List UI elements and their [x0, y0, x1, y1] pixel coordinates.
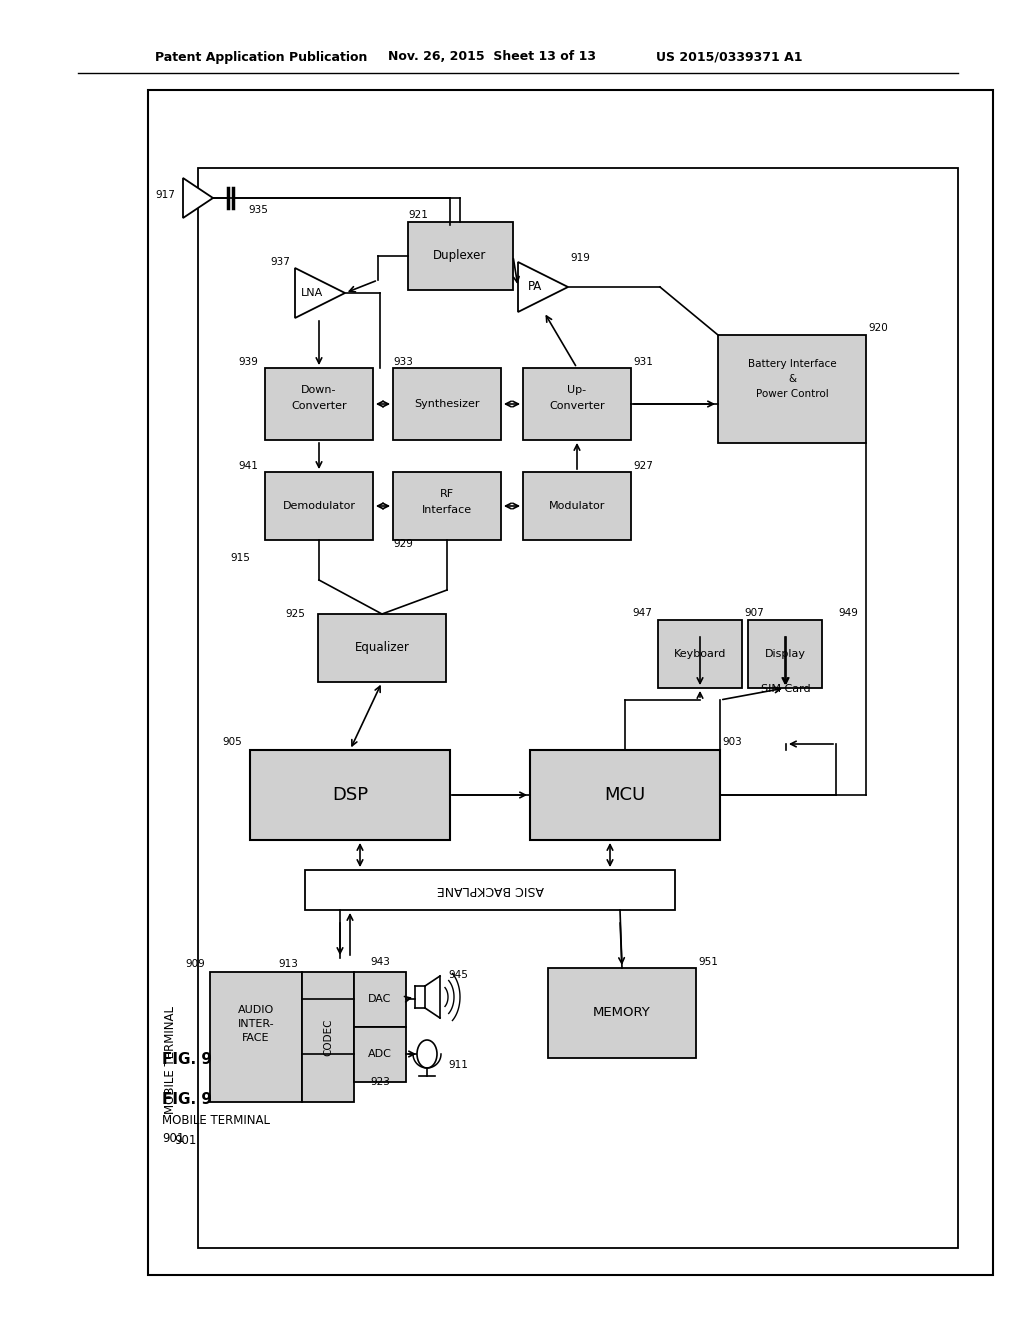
Text: CODEC: CODEC	[323, 1018, 333, 1056]
Bar	[250, 750, 450, 840]
Text: 907: 907	[744, 609, 764, 618]
Text: 929: 929	[393, 539, 413, 549]
Bar	[302, 972, 354, 1102]
Text: Nov. 26, 2015  Sheet 13 of 13: Nov. 26, 2015 Sheet 13 of 13	[388, 50, 596, 63]
Bar	[198, 958, 558, 1206]
Text: 941: 941	[239, 461, 258, 471]
Bar	[658, 620, 742, 688]
Bar	[354, 972, 406, 1027]
Bar	[210, 972, 302, 1102]
Text: 923: 923	[370, 1077, 390, 1086]
Text: Down-: Down-	[301, 385, 337, 395]
Text: Up-: Up-	[567, 385, 587, 395]
Text: 945: 945	[449, 970, 468, 979]
Text: AUDIO: AUDIO	[238, 1005, 274, 1015]
Text: DSP: DSP	[332, 785, 368, 804]
Text: 921: 921	[408, 210, 428, 220]
Text: Modulator: Modulator	[549, 502, 605, 511]
Text: Duplexer: Duplexer	[433, 249, 486, 263]
Text: 903: 903	[722, 737, 741, 747]
Bar	[354, 1027, 406, 1082]
Bar	[523, 473, 631, 540]
Bar	[408, 222, 513, 290]
Text: 917: 917	[155, 190, 175, 201]
Text: 905: 905	[222, 737, 242, 747]
Text: 901: 901	[174, 1134, 197, 1147]
Text: Battery Interface: Battery Interface	[748, 359, 837, 370]
Text: 943: 943	[370, 957, 390, 968]
Bar	[265, 368, 373, 440]
Text: Power Control: Power Control	[756, 389, 828, 399]
Text: 927: 927	[633, 461, 653, 471]
Text: 925: 925	[285, 609, 305, 619]
Ellipse shape	[417, 1040, 437, 1068]
Text: 913: 913	[279, 960, 298, 969]
Bar	[198, 168, 958, 1247]
Text: MEMORY: MEMORY	[593, 1006, 651, 1019]
Text: 931: 931	[633, 356, 653, 367]
Bar	[318, 614, 446, 682]
Text: RF: RF	[440, 488, 454, 499]
Text: Converter: Converter	[549, 401, 605, 411]
Text: 951: 951	[698, 957, 718, 968]
Bar	[736, 634, 836, 744]
Text: 939: 939	[239, 356, 258, 367]
Text: 915: 915	[230, 553, 250, 564]
Text: FACE: FACE	[243, 1034, 269, 1043]
Polygon shape	[518, 261, 568, 312]
Text: 909: 909	[185, 960, 205, 969]
Bar	[530, 750, 720, 840]
Text: FIG. 9: FIG. 9	[162, 1093, 212, 1107]
Text: 919: 919	[570, 253, 590, 263]
Text: 947: 947	[632, 609, 652, 618]
Text: LNA: LNA	[301, 288, 324, 298]
Text: &: &	[787, 374, 796, 384]
Text: MOBILE TERMINAL: MOBILE TERMINAL	[164, 1006, 176, 1114]
Text: Keyboard: Keyboard	[674, 649, 726, 659]
Text: Patent Application Publication: Patent Application Publication	[155, 50, 368, 63]
Text: 911: 911	[449, 1060, 468, 1071]
Text: MOBILE TERMINAL: MOBILE TERMINAL	[162, 1114, 270, 1126]
Text: 937: 937	[270, 257, 290, 267]
Text: 949: 949	[838, 609, 858, 618]
Text: ASIC BACKPLANE: ASIC BACKPLANE	[436, 883, 544, 896]
Text: FIG. 9: FIG. 9	[162, 1052, 212, 1068]
Bar	[393, 368, 501, 440]
Bar	[548, 968, 696, 1059]
Text: Display: Display	[765, 649, 806, 659]
Text: DAC: DAC	[369, 994, 392, 1005]
Text: MCU: MCU	[604, 785, 645, 804]
Bar	[258, 178, 658, 597]
Text: 901: 901	[162, 1131, 184, 1144]
Bar	[265, 473, 373, 540]
Text: 933: 933	[393, 356, 413, 367]
Bar	[523, 368, 631, 440]
Text: SIM Card: SIM Card	[761, 684, 811, 694]
Bar	[305, 870, 675, 909]
Text: Equalizer: Equalizer	[354, 642, 410, 655]
Text: 920: 920	[868, 323, 888, 333]
Text: 935: 935	[248, 205, 268, 215]
Text: ADC: ADC	[368, 1049, 392, 1059]
Text: PA: PA	[528, 281, 542, 293]
Text: US 2015/0339371 A1: US 2015/0339371 A1	[656, 50, 803, 63]
Bar	[748, 620, 822, 688]
Text: Interface: Interface	[422, 506, 472, 515]
Text: Synthesizer: Synthesizer	[415, 399, 480, 409]
Polygon shape	[295, 268, 345, 318]
Bar	[393, 473, 501, 540]
Text: INTER-: INTER-	[238, 1019, 274, 1030]
Text: Converter: Converter	[291, 401, 347, 411]
Text: Demodulator: Demodulator	[283, 502, 355, 511]
Bar	[148, 90, 993, 1275]
Polygon shape	[183, 178, 213, 218]
Bar	[718, 335, 866, 444]
